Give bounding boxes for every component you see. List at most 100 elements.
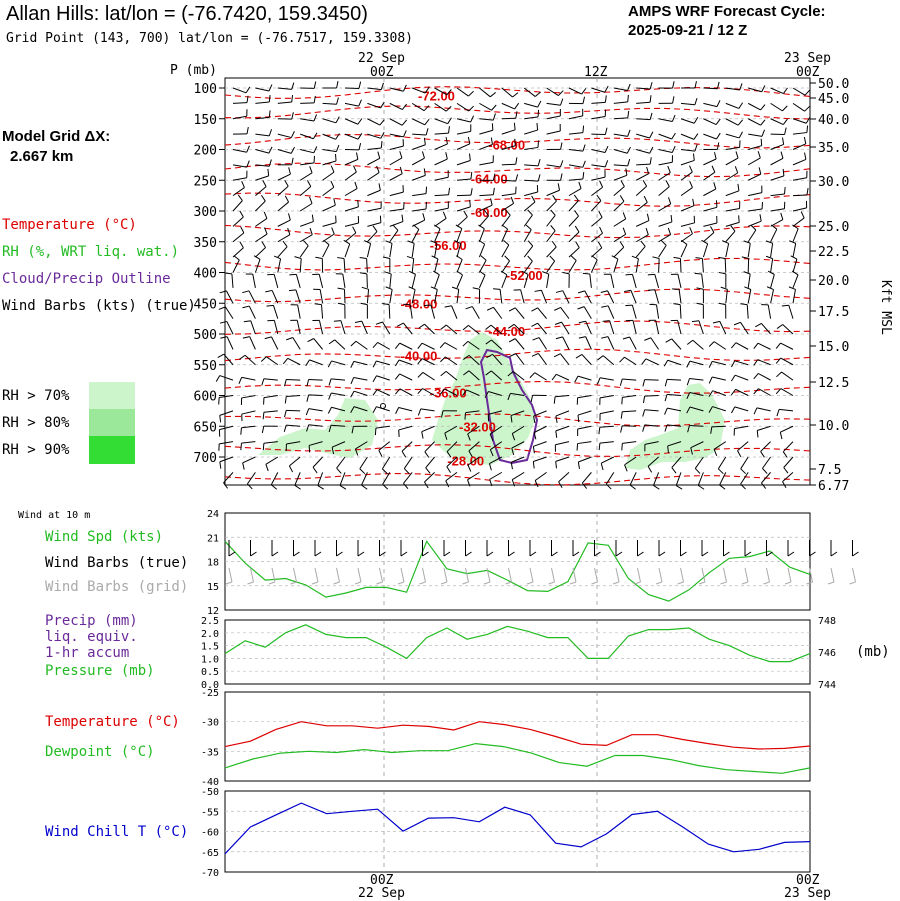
- wind-barb-staff: [735, 361, 748, 365]
- height-tick-label: 50.0: [818, 77, 849, 92]
- wind-barb-staff: [435, 119, 448, 124]
- wind-barb-staff: [735, 375, 748, 380]
- wind-barb-flag: [717, 133, 721, 139]
- wind-barb-flag: [351, 377, 354, 383]
- wind-barb-flag: [220, 415, 221, 422]
- wind-barb-flag: [579, 337, 586, 339]
- wind-barb-staff: [390, 289, 392, 303]
- wind-barb-flag: [291, 147, 294, 153]
- wind-barb-flag: [285, 180, 289, 186]
- wind-barb-flag: [625, 305, 632, 306]
- wind-barb-staff: [400, 374, 413, 380]
- wind-barb-staff: [771, 290, 774, 304]
- wind-barb-flag: [479, 271, 485, 275]
- wind-barb-flag: [761, 139, 762, 146]
- wind-barb-flag: [690, 181, 693, 187]
- wind-barb-flag: [672, 468, 676, 474]
- wind-barb-flag: [695, 258, 702, 259]
- wind-barb-staff: [435, 275, 440, 288]
- wind-barb-staff: [412, 103, 424, 110]
- wind-barb-grid-flag: [355, 582, 361, 584]
- wind-barb-staff: [227, 337, 233, 350]
- wind-barb-staff: [245, 355, 255, 364]
- wind-barb-flag: [457, 271, 463, 275]
- wind-barb-flag: [511, 197, 513, 204]
- wind-barb-staff: [735, 407, 748, 411]
- wind-barb-staff: [468, 325, 479, 334]
- wind-barb-staff: [681, 223, 695, 227]
- wind-barb-10m-flag: [294, 552, 300, 556]
- wind-barb-staff: [703, 119, 716, 125]
- wind-barb-staff: [250, 337, 256, 350]
- wind-barb-flag: [623, 212, 625, 219]
- wind-panel-frame: [225, 513, 810, 610]
- wind-barb-flag: [777, 324, 783, 328]
- wind-barb-staff: [309, 395, 323, 396]
- isotherm-line: [225, 289, 810, 302]
- wind-barb-staff: [323, 172, 334, 180]
- wind-barb-staff: [782, 372, 793, 380]
- wind-barb-flag: [395, 360, 399, 366]
- wind-barb-flag: [579, 321, 586, 322]
- wind-barb-flag: [533, 338, 540, 340]
- wind-barb-10m-flag: [552, 552, 558, 556]
- wind-barb-staff: [233, 178, 247, 181]
- wind-barb-flag: [556, 337, 563, 339]
- wind-barb-staff: [748, 88, 761, 92]
- wind-barb-staff: [524, 88, 535, 97]
- wind-barb-staff: [412, 175, 425, 180]
- wind-barb-staff: [435, 218, 447, 226]
- wind-barb-flag: [738, 184, 739, 191]
- isotherm-label: -40.00: [401, 349, 438, 364]
- wind-barb-staff: [578, 442, 592, 444]
- wind-barb-flag: [579, 182, 581, 189]
- wind-barb-staff: [561, 307, 569, 318]
- wind-barb-10m-flag: [401, 552, 407, 556]
- wind-barb-flag: [666, 180, 669, 186]
- wind-barb-flag: [292, 158, 293, 165]
- wind-barb-staff: [681, 119, 694, 124]
- wind-barb-flag: [751, 225, 756, 230]
- wind-barb-flag: [440, 343, 445, 348]
- wind-barb-staff: [524, 165, 538, 166]
- wind-barb-flag: [695, 468, 700, 473]
- wind-barb-grid-flag: [613, 582, 619, 584]
- wind-barb-flag: [571, 256, 576, 261]
- wind-barb-grid-flag: [764, 582, 770, 584]
- wind-barb-flag: [378, 152, 380, 159]
- wind-barb-staff: [457, 160, 470, 164]
- height-tick-label: 22.5: [818, 245, 849, 260]
- wind-barb-flag: [737, 451, 740, 457]
- wind-barb-flag: [328, 361, 331, 367]
- wind-barb-staff: [323, 187, 334, 195]
- wind-barb-grid-flag: [699, 582, 705, 584]
- wind-barb-staff: [757, 408, 771, 411]
- isotherm-label: -72.00: [418, 88, 455, 103]
- wind-barb-staff: [659, 259, 660, 273]
- wind-barb-staff: [681, 172, 692, 180]
- wind-barb-flag: [575, 376, 578, 382]
- wind-barb-staff: [344, 259, 345, 273]
- wind-barb-flag: [761, 451, 765, 457]
- wind-barb-staff: [515, 308, 524, 319]
- wind-barb-staff: [521, 290, 525, 304]
- wind-barb-staff: [399, 426, 413, 430]
- wind-barb-flag: [754, 389, 759, 394]
- wind-barb-staff: [681, 134, 694, 139]
- wind-barb-staff: [645, 380, 659, 381]
- wind-barb-flag: [665, 379, 667, 386]
- wind-barb-staff: [457, 131, 471, 134]
- wind-barb-staff: [726, 191, 739, 196]
- wind-barb-flag: [785, 187, 786, 194]
- wind-barb-staff: [300, 203, 312, 211]
- wind-barb-staff: [672, 339, 681, 350]
- wind-barb-flag: [426, 128, 428, 135]
- wind-barb-flag: [516, 157, 517, 164]
- wind-barb-flag: [379, 183, 380, 190]
- pressure-tick-label: 650: [194, 420, 217, 435]
- wind-barb-staff: [255, 201, 265, 211]
- wind-barb-flag: [661, 240, 666, 245]
- wind-barb-staff: [255, 176, 268, 180]
- wind-barb-staff: [479, 130, 492, 134]
- wind-barb-staff: [726, 243, 729, 257]
